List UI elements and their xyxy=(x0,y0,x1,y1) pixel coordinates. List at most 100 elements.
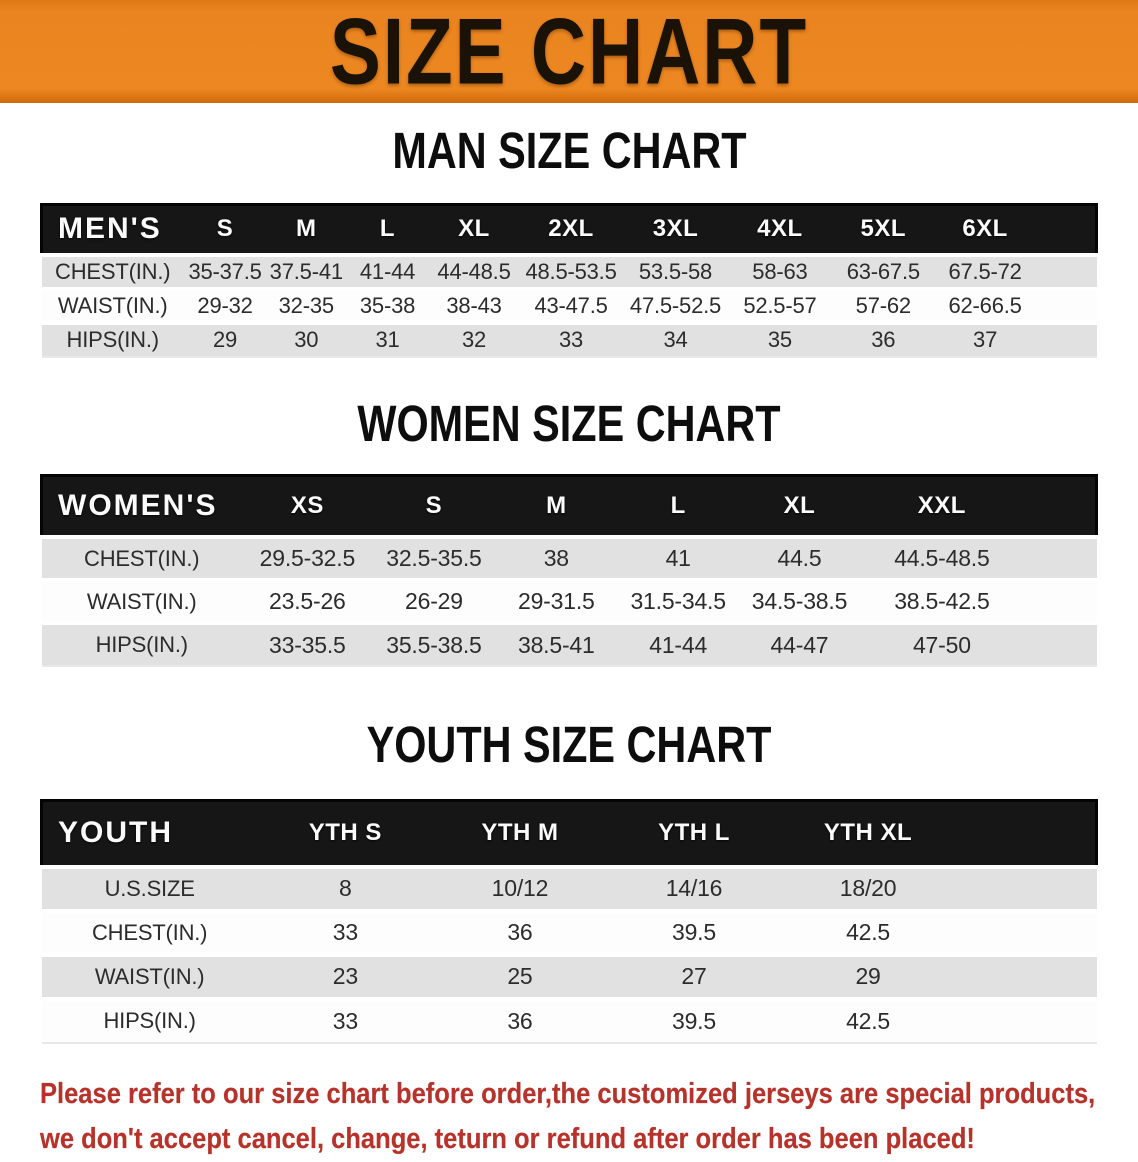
size-value-cell: 39.5 xyxy=(606,908,782,955)
size-value-cell: 26-29 xyxy=(372,578,496,623)
size-value-cell: 44-47 xyxy=(738,621,861,667)
row-label: U.S.SIZE xyxy=(41,864,258,911)
size-value-cell: 36 xyxy=(831,320,935,358)
column-header: 6XL xyxy=(934,203,1036,256)
size-value-cell: 29 xyxy=(183,320,267,358)
column-header: M xyxy=(266,203,347,256)
spacer-cell xyxy=(1023,473,1098,539)
size-value-cell: 31.5-34.5 xyxy=(617,578,739,623)
size-value-cell: 33 xyxy=(257,908,433,955)
spacer-cell xyxy=(955,952,1097,999)
column-header: XL xyxy=(738,473,861,539)
size-value-cell: 67.5-72 xyxy=(934,252,1036,289)
table-row: WAIST(IN.) 29-32 32-35 35-38 38-43 43-47.5 47.… xyxy=(41,286,1097,323)
size-value-cell: 32-35 xyxy=(266,286,347,323)
size-value-cell: 39.5 xyxy=(606,996,782,1044)
men-table-host: MEN'S S M L XL 2XL 3XL 4XL 5XL 6XL CHEST(IN.) 35-37… xyxy=(39,203,1099,358)
table-row: HIPS(IN.) 33 36 39.5 42.5 xyxy=(41,996,1097,1044)
size-value-cell: 31 xyxy=(346,320,429,358)
notice-line-1: Please refer to our size chart before or… xyxy=(40,1077,1096,1110)
men-corner-label: MEN'S xyxy=(39,203,184,256)
size-value-cell: 63-67.5 xyxy=(831,252,935,289)
size-value-cell: 35-38 xyxy=(346,286,429,323)
size-value-cell: 32.5-35.5 xyxy=(372,535,496,580)
column-header: YTH M xyxy=(432,799,607,868)
table-row: WAIST(IN.) 23.5-26 26-29 29-31.5 31.5-34.5 34… xyxy=(41,578,1097,623)
men-heading: MAN SIZE CHART xyxy=(0,121,1138,185)
size-value-cell: 41 xyxy=(617,535,739,580)
size-value-cell: 8 xyxy=(257,864,433,911)
column-header: L xyxy=(346,203,429,256)
size-value-cell: 62-66.5 xyxy=(934,286,1036,323)
size-value-cell: 57-62 xyxy=(831,286,935,323)
row-label: HIPS(IN.) xyxy=(41,621,242,667)
spacer-cell xyxy=(955,864,1097,911)
column-header: 5XL xyxy=(831,203,935,256)
size-value-cell: 47-50 xyxy=(860,621,1024,667)
size-value-cell: 33-35.5 xyxy=(241,621,373,667)
youth-table-host: YOUTH YTH S YTH M YTH L YTH XL U.S.SIZE 8 10/12… xyxy=(39,799,1099,1044)
section-women: WOMEN SIZE CHART WOMEN'S XS S M L XL XXL CHEST(… xyxy=(0,394,1138,667)
size-value-cell: 30 xyxy=(266,320,347,358)
women-header-row: WOMEN'S XS S M L XL XXL xyxy=(39,473,1098,539)
row-label: WAIST(IN.) xyxy=(41,286,184,323)
size-value-cell: 34 xyxy=(622,320,729,358)
notice-line-2: we don't accept cancel, change, teturn o… xyxy=(40,1122,975,1155)
women-corner-label: WOMEN'S xyxy=(39,473,242,539)
spacer-cell xyxy=(955,996,1097,1044)
size-value-cell: 35-37.5 xyxy=(183,252,267,289)
men-heading-text: MAN SIZE CHART xyxy=(391,121,747,180)
spacer-cell xyxy=(1023,578,1097,623)
size-value-cell: 44.5 xyxy=(738,535,861,580)
column-header: XXL xyxy=(860,473,1024,539)
size-value-cell: 27 xyxy=(606,952,782,999)
row-label: WAIST(IN.) xyxy=(41,952,258,999)
column-header: S xyxy=(372,473,496,539)
spacer-cell xyxy=(955,799,1099,868)
banner-title: SIZE CHART xyxy=(329,0,809,104)
spacer-cell xyxy=(1023,535,1097,580)
size-value-cell: 10/12 xyxy=(432,864,607,911)
size-value-cell: 44-48.5 xyxy=(428,252,520,289)
banner: SIZE CHART xyxy=(0,0,1138,104)
size-value-cell: 29-32 xyxy=(183,286,267,323)
column-header: YTH L xyxy=(606,799,782,868)
row-label: WAIST(IN.) xyxy=(41,578,242,623)
youth-header-row: YOUTH YTH S YTH M YTH L YTH XL xyxy=(39,799,1099,868)
size-value-cell: 48.5-53.5 xyxy=(519,252,623,289)
table-row: HIPS(IN.) 29 30 31 32 33 34 35 36 37 xyxy=(41,320,1097,358)
size-value-cell: 14/16 xyxy=(606,864,782,911)
column-header: XL xyxy=(428,203,520,256)
size-value-cell: 35 xyxy=(728,320,832,358)
size-value-cell: 36 xyxy=(432,908,607,955)
table-row: WAIST(IN.) 23 25 27 29 xyxy=(41,952,1097,999)
table-row: HIPS(IN.) 33-35.5 35.5-38.5 38.5-41 41-44 44-… xyxy=(41,621,1097,667)
women-size-table: WOMEN'S XS S M L XL XXL CHEST(IN.) 29.5-32.5 32.5… xyxy=(39,473,1098,667)
size-value-cell: 34.5-38.5 xyxy=(738,578,861,623)
size-value-cell: 42.5 xyxy=(781,908,956,955)
spacer-cell xyxy=(1035,203,1099,256)
size-value-cell: 29-31.5 xyxy=(495,578,618,623)
size-value-cell: 23 xyxy=(257,952,433,999)
column-header: M xyxy=(495,473,618,539)
footer-notice: Please refer to our size chart before or… xyxy=(40,1072,1138,1162)
section-youth: YOUTH SIZE CHART YOUTH YTH S YTH M YTH L YTH… xyxy=(0,715,1138,1044)
section-men: MAN SIZE CHART MEN'S S M L XL 2XL 3XL 4XL 5XL 6XL… xyxy=(0,121,1138,358)
youth-corner-label: YOUTH xyxy=(39,799,258,868)
column-header: 2XL xyxy=(519,203,623,256)
column-header: XS xyxy=(241,473,373,539)
spacer-cell xyxy=(955,908,1097,955)
size-value-cell: 41-44 xyxy=(617,621,739,667)
size-value-cell: 38.5-41 xyxy=(495,621,618,667)
size-value-cell: 52.5-57 xyxy=(728,286,832,323)
size-value-cell: 58-63 xyxy=(728,252,832,289)
row-label: HIPS(IN.) xyxy=(41,996,258,1044)
men-header-row: MEN'S S M L XL 2XL 3XL 4XL 5XL 6XL xyxy=(39,203,1099,256)
women-heading: WOMEN SIZE CHART xyxy=(0,394,1138,458)
row-label: CHEST(IN.) xyxy=(41,252,184,289)
size-value-cell: 44.5-48.5 xyxy=(860,535,1024,580)
women-heading-text: WOMEN SIZE CHART xyxy=(357,393,781,452)
size-value-cell: 38.5-42.5 xyxy=(860,578,1024,623)
size-value-cell: 29.5-32.5 xyxy=(241,535,373,580)
